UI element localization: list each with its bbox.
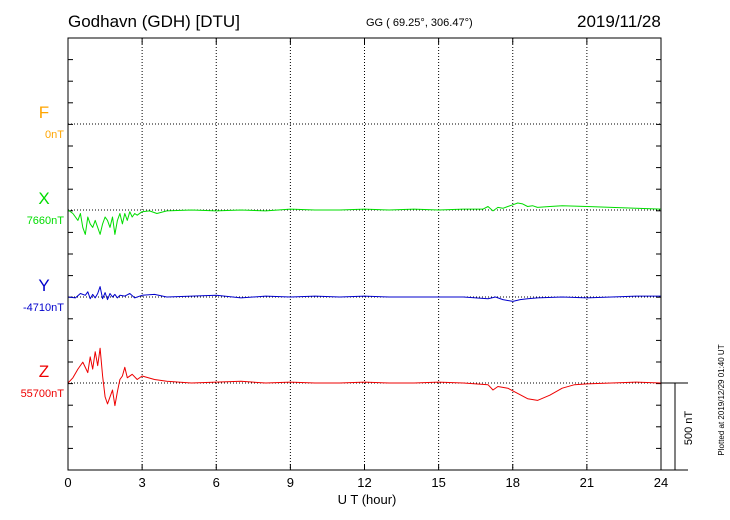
x-tick-label: 0	[64, 475, 71, 490]
plot-date: 2019/11/28	[577, 12, 661, 31]
series-name-f: F	[39, 103, 49, 122]
x-tick-label: 3	[139, 475, 146, 490]
scale-bar: 500 nT	[661, 382, 695, 471]
series-baseline-z: 55700nT	[21, 388, 65, 400]
series-name-z: Z	[39, 362, 49, 381]
x-tick-label: 15	[431, 475, 445, 490]
x-axis-label: U T (hour)	[338, 492, 397, 507]
x-tick-label: 12	[357, 475, 371, 490]
grid	[68, 37, 661, 470]
series-baseline-y: -4710nT	[23, 302, 64, 314]
series-line-y	[67, 286, 661, 302]
series-labels: F 0nT X 7660nT Y -4710nT Z 55700nT	[21, 103, 65, 400]
x-tick-label: 24	[654, 475, 668, 490]
series-name-x: X	[38, 189, 49, 208]
plotted-at-note: Plotted at 2019/12/29 01:40 UT	[717, 344, 726, 455]
series-line-x	[67, 202, 662, 235]
series-baseline-f: 0nT	[45, 129, 64, 141]
x-tick-label: 6	[213, 475, 220, 490]
series-lines	[67, 202, 662, 407]
series-line-z	[67, 347, 662, 407]
series-baseline-x: 7660nT	[27, 215, 65, 227]
station-coordinates: GG ( 69.25°, 306.47°)	[366, 17, 473, 29]
station-title: Godhavn (GDH) [DTU]	[68, 12, 240, 31]
series-name-y: Y	[38, 276, 49, 295]
x-tick-label: 9	[287, 475, 294, 490]
x-tick-label: 18	[506, 475, 520, 490]
scale-bar-label: 500 nT	[683, 411, 695, 446]
x-axis-ticks: 0 3 6 9 12 15 18 21 24	[64, 38, 668, 490]
plot-frame	[67, 37, 662, 471]
x-tick-label: 21	[580, 475, 594, 490]
